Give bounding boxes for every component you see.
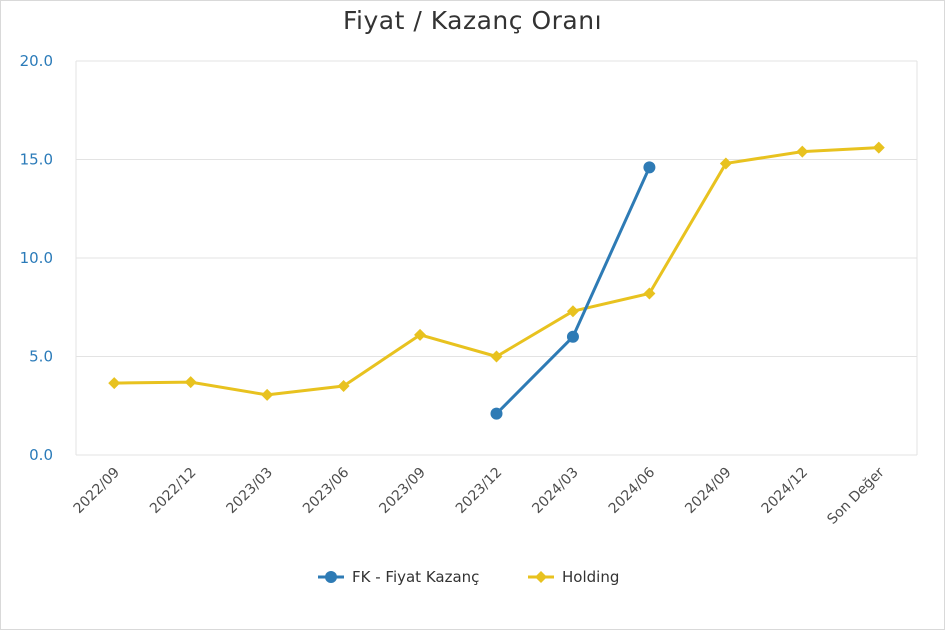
- x-tick-label: 2023/09: [376, 465, 428, 517]
- y-tick-label: 15.0: [20, 151, 53, 169]
- x-tick-label: 2024/06: [606, 464, 659, 517]
- data-point: [108, 377, 121, 390]
- data-point: [337, 380, 350, 393]
- data-point: [184, 376, 197, 389]
- data-point: [719, 157, 732, 170]
- x-tick-label: 2022/09: [71, 465, 123, 517]
- legend-marker: [535, 571, 547, 583]
- x-tick-label: 2023/03: [224, 465, 276, 517]
- data-point: [490, 407, 503, 420]
- data-point: [566, 305, 579, 318]
- x-tick-label: 2022/12: [147, 465, 199, 517]
- y-tick-label: 10.0: [20, 249, 53, 267]
- y-tick-label: 20.0: [20, 52, 53, 70]
- x-tick-label: 2024/03: [529, 465, 581, 517]
- x-tick-label: 2023/06: [300, 464, 353, 517]
- data-point: [643, 161, 656, 174]
- data-point: [796, 145, 809, 158]
- x-tick-label: Son Değer: [824, 464, 887, 527]
- series-line: [495, 165, 651, 416]
- chart-title: Fiyat / Kazanç Oranı: [342, 6, 603, 35]
- data-point: [566, 330, 579, 343]
- legend-label: FK - Fiyat Kazanç: [352, 568, 479, 586]
- legend-label: Holding: [562, 568, 619, 586]
- data-point: [490, 350, 503, 363]
- data-point: [643, 287, 656, 300]
- y-tick-label: 5.0: [29, 348, 53, 366]
- x-tick-label: 2023/12: [453, 465, 505, 517]
- x-tick-label: 2024/09: [682, 465, 734, 517]
- y-tick-label: 0.0: [29, 446, 53, 464]
- data-point: [872, 141, 885, 154]
- data-point: [261, 388, 274, 401]
- x-tick-label: 2024/12: [759, 465, 811, 517]
- data-point: [414, 328, 427, 341]
- legend-marker: [325, 571, 337, 583]
